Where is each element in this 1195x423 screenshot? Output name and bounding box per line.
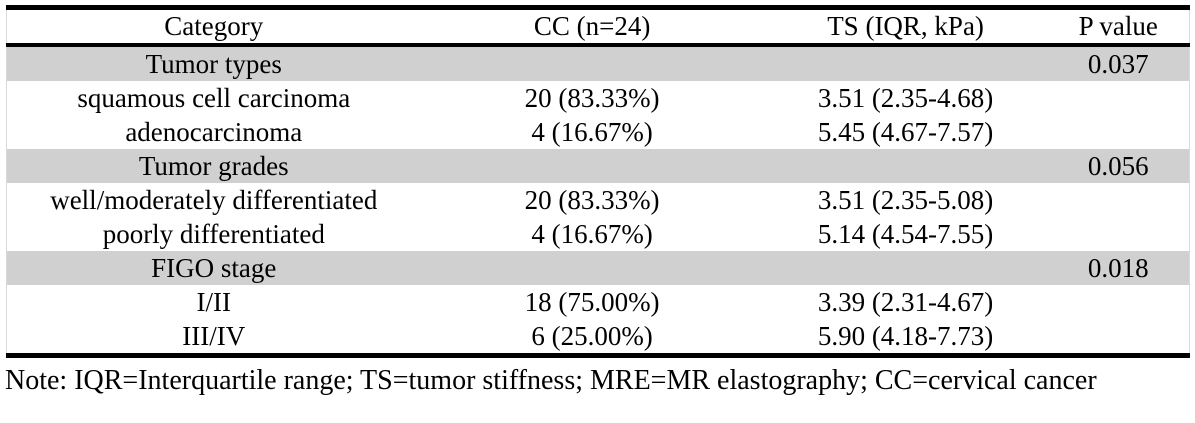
cell-pvalue: 0.018 <box>1087 252 1149 283</box>
column-header-pvalue: P value <box>1047 7 1190 47</box>
results-table: Category CC (n=24) TS (IQR, kPa) P value… <box>6 5 1190 358</box>
cell-ts: 3.39 (2.31-4.67) <box>817 286 994 317</box>
table-row: poorly differentiated 4 (16.67%) 5.14 (4… <box>7 217 1190 251</box>
table-row: III/IV 6 (25.00%) 5.90 (4.18-7.73) <box>7 319 1190 356</box>
cell-cc: 20 (83.33%) <box>524 184 660 215</box>
cell-ts: 5.14 (4.54-7.55) <box>817 218 994 249</box>
table-row: well/moderately differentiated 20 (83.33… <box>7 183 1190 217</box>
cell-ts <box>764 149 1048 183</box>
cell-cc <box>421 251 764 285</box>
cell-category: adenocarcinoma <box>125 116 303 147</box>
cell-pvalue <box>1048 217 1190 251</box>
cell-ts: 3.51 (2.35-4.68) <box>817 82 994 113</box>
cell-ts: 5.45 (4.67-7.57) <box>817 116 994 147</box>
table-row: I/II 18 (75.00%) 3.39 (2.31-4.67) <box>7 285 1190 319</box>
cell-category: I/II <box>196 286 232 317</box>
header-row: Category CC (n=24) TS (IQR, kPa) P value <box>6 7 1190 47</box>
cell-cc <box>421 149 764 183</box>
cell-category: well/moderately differentiated <box>50 184 378 215</box>
cell-category: III/IV <box>182 320 246 351</box>
cell-pvalue: 0.056 <box>1087 150 1149 181</box>
cell-category: squamous cell carcinoma <box>77 82 351 113</box>
cell-pvalue <box>1048 115 1190 149</box>
cell-ts: 5.90 (4.18-7.73) <box>817 320 994 351</box>
cell-ts: 3.51 (2.35-5.08) <box>817 184 994 215</box>
section-row-figo-stage: FIGO stage 0.018 <box>6 251 1190 285</box>
cell-cc: 6 (25.00%) <box>531 320 653 351</box>
cell-cc <box>421 45 764 81</box>
cell-cc: 18 (75.00%) <box>524 286 660 317</box>
cell-ts <box>764 45 1048 81</box>
cell-cc: 20 (83.33%) <box>524 82 660 113</box>
cell-category: FIGO stage <box>151 252 277 283</box>
table-row: squamous cell carcinoma 20 (83.33%) 3.51… <box>7 81 1190 115</box>
table-note: Note: IQR=Interquartile range; TS=tumor … <box>5 365 1097 396</box>
cell-pvalue <box>1048 285 1190 319</box>
column-header-cc: CC (n=24) <box>420 7 764 47</box>
section-row-tumor-grades: Tumor grades 0.056 <box>6 149 1190 183</box>
cell-category: Tumor grades <box>138 150 289 181</box>
cell-pvalue <box>1048 319 1190 356</box>
column-header-ts: TS (IQR, kPa) <box>763 7 1048 47</box>
cell-cc: 4 (16.67%) <box>531 116 653 147</box>
cell-cc: 4 (16.67%) <box>531 218 653 249</box>
section-row-tumor-types: Tumor types 0.037 <box>6 45 1190 81</box>
cell-ts <box>764 251 1048 285</box>
cell-category: poorly differentiated <box>102 218 325 249</box>
table-row: adenocarcinoma 4 (16.67%) 5.45 (4.67-7.5… <box>7 115 1190 149</box>
cell-pvalue <box>1048 183 1190 217</box>
column-header-category: Category <box>6 7 421 47</box>
cell-pvalue <box>1048 81 1190 115</box>
cell-category: Tumor types <box>145 48 282 79</box>
cell-pvalue: 0.037 <box>1087 48 1149 79</box>
